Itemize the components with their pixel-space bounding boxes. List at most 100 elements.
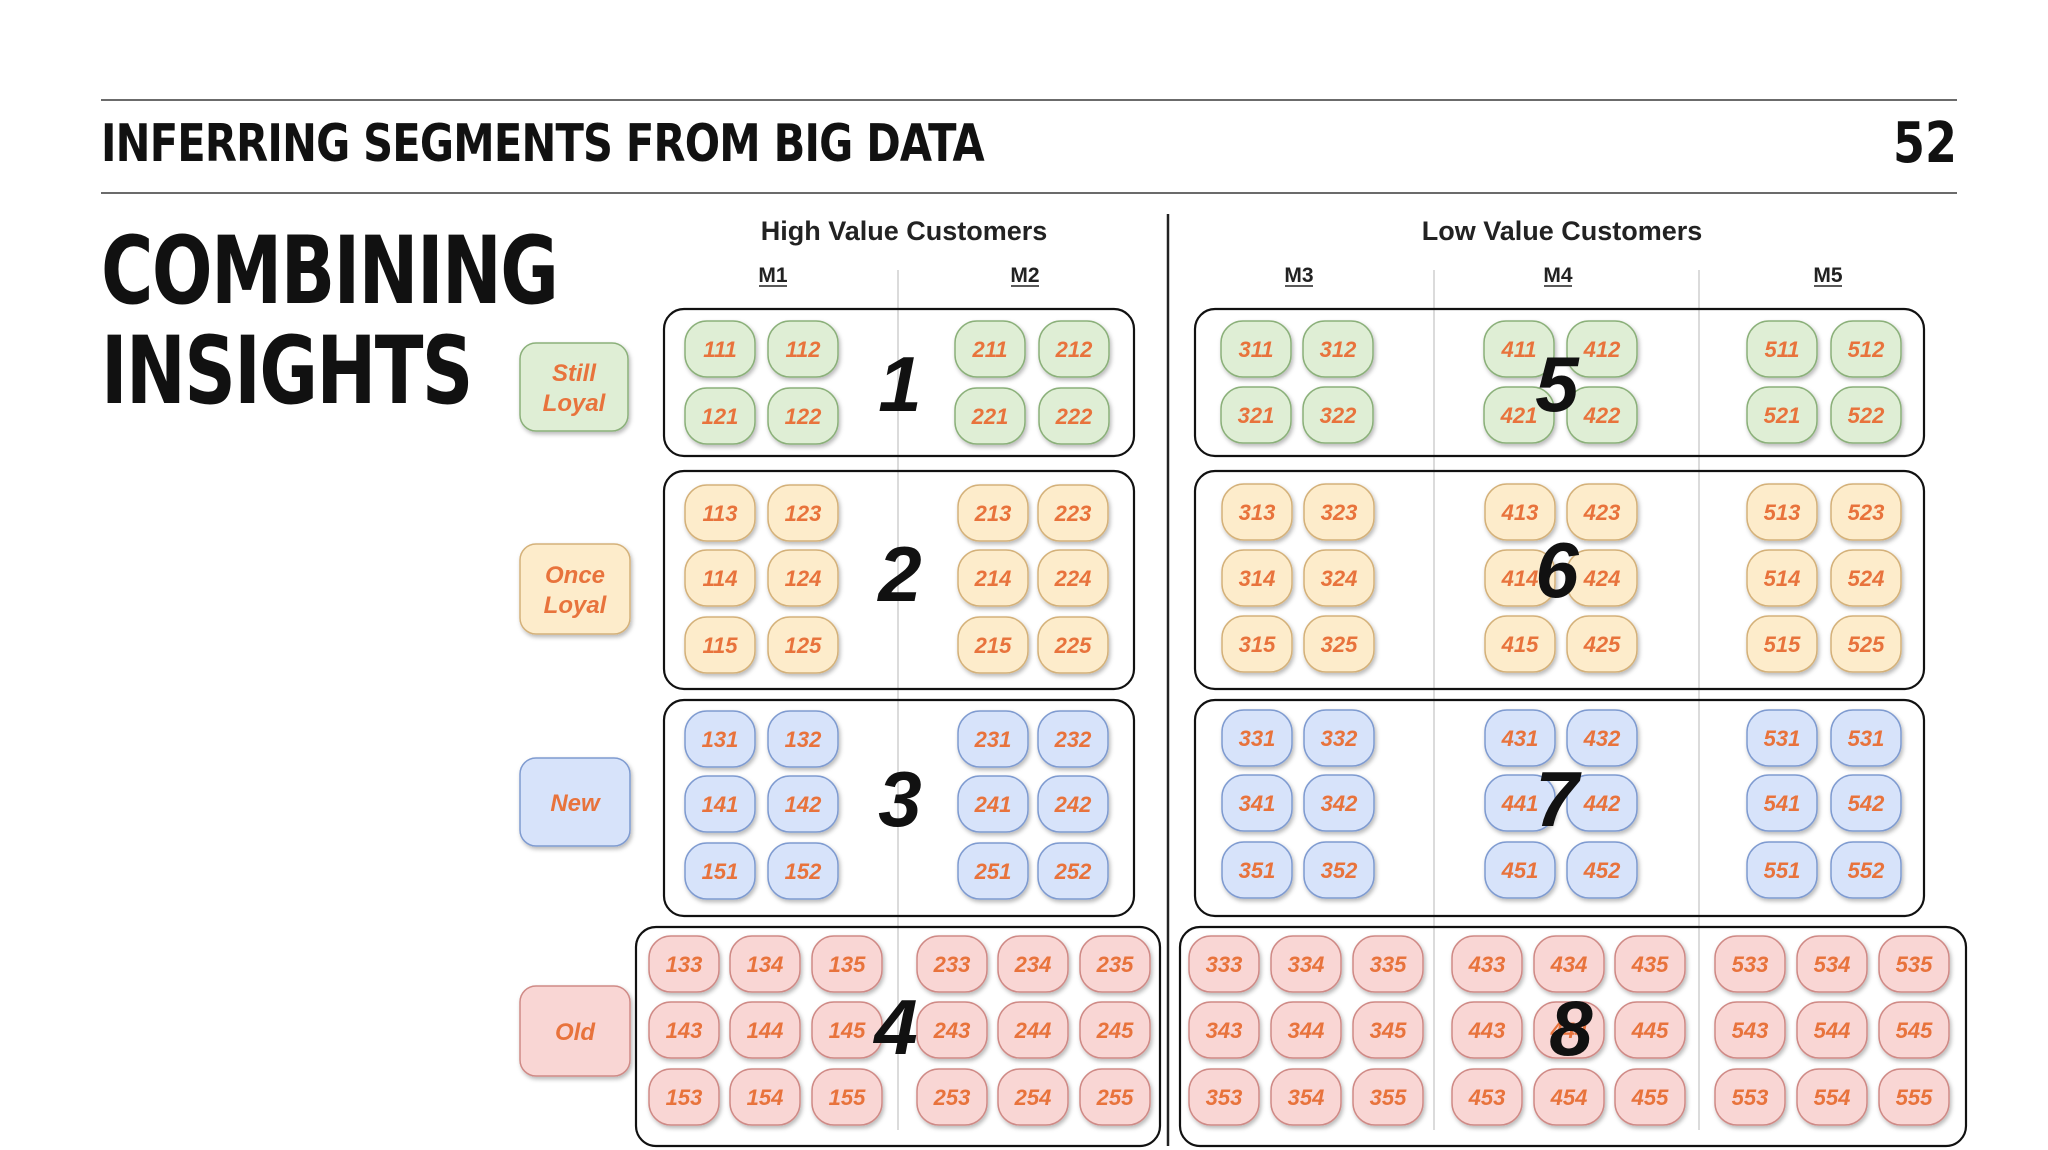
- cell-box: [1037, 775, 1109, 833]
- cell-534: 534: [1796, 935, 1868, 993]
- row-label-box: [519, 985, 631, 1077]
- cell-box: [1796, 1068, 1868, 1126]
- cell-box: [1037, 842, 1109, 900]
- cell-label: 242: [1054, 792, 1092, 817]
- cell-531: 531: [1830, 709, 1902, 767]
- cell-box: [1352, 1068, 1424, 1126]
- cell-label: 241: [974, 792, 1012, 817]
- cell-box: [916, 1001, 988, 1059]
- cell-222: 222: [1038, 387, 1110, 445]
- cell-box: [997, 1068, 1069, 1126]
- cell-232: 232: [1037, 710, 1109, 768]
- cell-453: 453: [1451, 1068, 1523, 1126]
- cell-434: 434: [1533, 935, 1605, 993]
- cell-533: 533: [1714, 935, 1786, 993]
- cell-box: [997, 935, 1069, 993]
- cell-box: [1566, 320, 1638, 378]
- segment-box: [1193, 698, 1926, 918]
- cell-box: [1746, 549, 1818, 607]
- cell-label: 335: [1370, 952, 1407, 977]
- cell-box: [1188, 935, 1260, 993]
- cell-label: 544: [1814, 1018, 1851, 1043]
- cell-box: [1220, 320, 1292, 378]
- group-label-1: High Value Customers: [761, 216, 1048, 246]
- cell-label: 213: [974, 501, 1012, 526]
- cell-543: 543: [1714, 1001, 1786, 1059]
- cell-box: [1566, 615, 1638, 673]
- cell-331: 331: [1221, 709, 1293, 767]
- cell-label: 543: [1732, 1018, 1769, 1043]
- cell-label: 414: [1501, 566, 1539, 591]
- month-label-m2: M2: [1010, 264, 1039, 287]
- segment-box: [1193, 469, 1926, 691]
- cell-123: 123: [767, 484, 839, 542]
- cell-box: [954, 387, 1026, 445]
- cell-box: [1079, 935, 1151, 993]
- cell-351: 351: [1221, 841, 1293, 899]
- cell-label: 453: [1468, 1085, 1506, 1110]
- cell-label: 542: [1848, 791, 1885, 816]
- cell-label: 311: [1238, 337, 1273, 362]
- cell-223: 223: [1037, 484, 1109, 542]
- segment-3: 131 132 231 232 141 142 241 242 151 152 251 252 3: [662, 698, 1136, 918]
- cell-label: 243: [933, 1018, 971, 1043]
- segment-box: [1193, 307, 1926, 458]
- cell-box: [1484, 615, 1556, 673]
- section-heading-line-1: COMBINING: [101, 217, 559, 326]
- cell-box: [1038, 387, 1110, 445]
- cell-345: 345: [1352, 1001, 1424, 1059]
- cell-label: 345: [1370, 1018, 1407, 1043]
- cell-box: [1221, 709, 1293, 767]
- section-heading-line-2: INSIGHTS: [101, 317, 473, 426]
- cell-514: 514: [1746, 549, 1818, 607]
- row-label-text: Once: [545, 562, 605, 589]
- cell-label: 134: [747, 952, 784, 977]
- cell-box: [1221, 774, 1293, 832]
- cell-315: 315: [1221, 615, 1293, 673]
- segment-number-8: 8: [1549, 984, 1593, 1072]
- cell-251: 251: [957, 842, 1029, 900]
- cell-253: 253: [916, 1068, 988, 1126]
- segment-box: [662, 469, 1136, 691]
- section-heading: COMBINING INSIGHTS: [101, 217, 559, 426]
- cell-box: [1352, 1001, 1424, 1059]
- cell-413: 413: [1484, 483, 1556, 541]
- cell-box: [1830, 774, 1902, 832]
- cell-box: [1714, 1068, 1786, 1126]
- segment-2: 113 123 213 223 114 124 214 224 115 125 215 225 2: [662, 469, 1136, 691]
- cell-box: [767, 616, 839, 674]
- cell-141: 141: [684, 775, 756, 833]
- cell-label: 421: [1500, 403, 1538, 428]
- cell-box: [767, 775, 839, 833]
- cell-label: 315: [1239, 632, 1276, 657]
- cell-box: [1302, 320, 1374, 378]
- cell-box: [767, 387, 839, 445]
- cell-421: 421: [1483, 386, 1555, 444]
- cell-352: 352: [1303, 841, 1375, 899]
- cell-label: 222: [1055, 404, 1093, 429]
- cell-label: 332: [1321, 726, 1358, 751]
- cell-124: 124: [767, 549, 839, 607]
- cell-113: 113: [684, 484, 756, 542]
- cell-box: [767, 320, 839, 378]
- cell-522: 522: [1830, 386, 1902, 444]
- row-label-text: Old: [555, 1019, 596, 1046]
- segment-8: 333 334 335 433 434 435 533 534 535 343 344 345 443 4…: [1178, 925, 1968, 1148]
- cell-box: [811, 1001, 883, 1059]
- cell-155: 155: [811, 1068, 883, 1126]
- cell-box: [1746, 386, 1818, 444]
- cell-444: 444: [1533, 1001, 1605, 1059]
- cell-box: [1830, 615, 1902, 673]
- cell-box: [1566, 841, 1638, 899]
- cell-label: 233: [933, 952, 971, 977]
- cell-524: 524: [1830, 549, 1902, 607]
- cell-235: 235: [1079, 935, 1151, 993]
- cell-225: 225: [1037, 616, 1109, 674]
- cell-111: 111: [684, 320, 756, 378]
- cell-515: 515: [1746, 615, 1818, 673]
- cell-box: [1303, 841, 1375, 899]
- cell-label: 455: [1631, 1085, 1669, 1110]
- cell-box: [1714, 935, 1786, 993]
- cell-box: [1484, 774, 1556, 832]
- cell-box: [684, 549, 756, 607]
